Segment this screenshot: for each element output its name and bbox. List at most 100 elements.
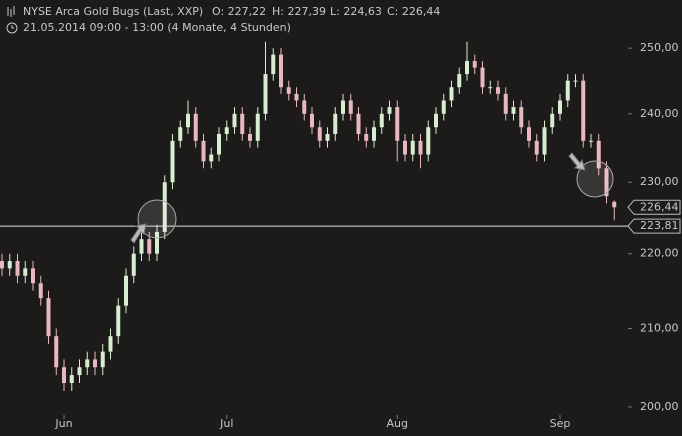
candle-body	[519, 107, 524, 128]
candle-body	[441, 100, 446, 114]
candle-body	[85, 359, 90, 368]
candle-body	[23, 268, 28, 276]
candle-body	[527, 127, 531, 141]
candle-body	[558, 100, 562, 114]
candle-body	[302, 100, 307, 114]
candle-body	[139, 239, 144, 254]
candle-body	[604, 168, 609, 197]
candle-body	[31, 268, 35, 284]
candle-body	[147, 239, 152, 254]
candle-body	[62, 367, 66, 384]
candle-body	[542, 127, 547, 155]
candle-body	[449, 87, 454, 101]
candle-body	[395, 107, 400, 141]
x-tick-label: Jun	[54, 417, 72, 430]
header-icon	[7, 6, 15, 17]
candle-body	[457, 74, 462, 88]
candle-body	[333, 113, 338, 135]
chart-subtitle: 21.05.2014 09:00 - 13:00 (4 Monate, 4 St…	[23, 21, 291, 34]
candle-body	[341, 100, 345, 114]
candle-body	[488, 87, 493, 89]
candle-body	[201, 140, 206, 162]
candle-body	[317, 127, 322, 141]
candle-body	[131, 253, 136, 276]
candle-body	[434, 113, 438, 128]
candle-body	[410, 140, 415, 155]
candle-body	[596, 140, 601, 169]
candle-body	[209, 154, 214, 162]
header-close: C: 226,44	[387, 5, 440, 18]
candle-body	[162, 182, 167, 232]
candle-body	[286, 87, 291, 94]
candle-body	[503, 93, 508, 114]
candle-body	[248, 134, 252, 141]
plot: 200,00 210,00 220,00 230,00 240,00 250,00 Jun J…	[0, 41, 681, 430]
hline-label: 223,81	[640, 219, 679, 232]
candle-body	[46, 298, 51, 337]
candle-body	[100, 351, 105, 368]
candle-body	[310, 113, 314, 128]
annotation-circle	[576, 160, 614, 198]
header-high: H: 227,39	[272, 5, 326, 18]
annotation-circle	[137, 199, 177, 239]
x-tick-label: Sep	[550, 417, 571, 430]
candle-body	[271, 54, 276, 75]
candle-body	[294, 93, 299, 101]
candle-body	[581, 80, 586, 141]
annotation-arrow	[568, 152, 586, 171]
candle-body	[69, 375, 74, 384]
candle-body	[224, 127, 229, 135]
candle-body	[372, 127, 376, 141]
candle-body	[379, 113, 384, 128]
candle-body	[240, 113, 245, 135]
candle-body	[93, 359, 97, 368]
candle-body	[155, 231, 159, 254]
candle-body	[465, 61, 469, 75]
candle-body	[418, 140, 423, 155]
candle-body	[255, 113, 260, 141]
candle-body	[54, 336, 59, 368]
candle-body	[511, 107, 516, 114]
candle-body	[217, 134, 221, 155]
candle-body	[325, 134, 330, 141]
candle-body	[534, 140, 539, 155]
header-open: O: 227,22	[212, 5, 266, 18]
candle-body	[7, 261, 12, 269]
y-tick-label: 220,00	[640, 247, 679, 260]
candle-body	[186, 113, 190, 128]
hline-box	[627, 218, 681, 234]
last-price-label: 226,44	[640, 200, 679, 213]
candle-body	[550, 113, 555, 128]
candle-body	[15, 261, 20, 276]
candle-body	[612, 201, 617, 208]
candle-body	[387, 107, 392, 114]
candle-body	[480, 67, 485, 88]
candle-body	[573, 80, 578, 82]
chart-title: NYSE Arca Gold Bugs (Last, XXP)	[23, 5, 203, 18]
x-tick-label: Jul	[219, 417, 233, 430]
annotation-arrow	[130, 223, 147, 244]
y-tick-label: 240,00	[640, 107, 679, 120]
candle-body	[0, 261, 4, 269]
candle-body	[426, 127, 431, 155]
candle-body	[108, 336, 113, 352]
x-tick-label: Aug	[387, 417, 408, 430]
candle-body	[124, 275, 128, 306]
candle-body	[565, 80, 570, 101]
header-low: L: 224,63	[330, 5, 382, 18]
candle-body	[348, 100, 353, 114]
candle-body	[170, 140, 175, 183]
candle-body	[178, 127, 183, 141]
clock-icon	[6, 22, 18, 34]
candle-body	[472, 61, 477, 68]
candle-body	[364, 134, 369, 141]
candle-body	[279, 54, 283, 88]
candle-body	[356, 113, 361, 135]
candle-body	[116, 305, 121, 337]
y-tick-label: 210,00	[640, 321, 679, 334]
y-tick-label: 250,00	[640, 41, 679, 54]
candle-body	[589, 140, 593, 142]
y-tick-label: 230,00	[640, 175, 679, 188]
candle-body	[496, 87, 500, 94]
